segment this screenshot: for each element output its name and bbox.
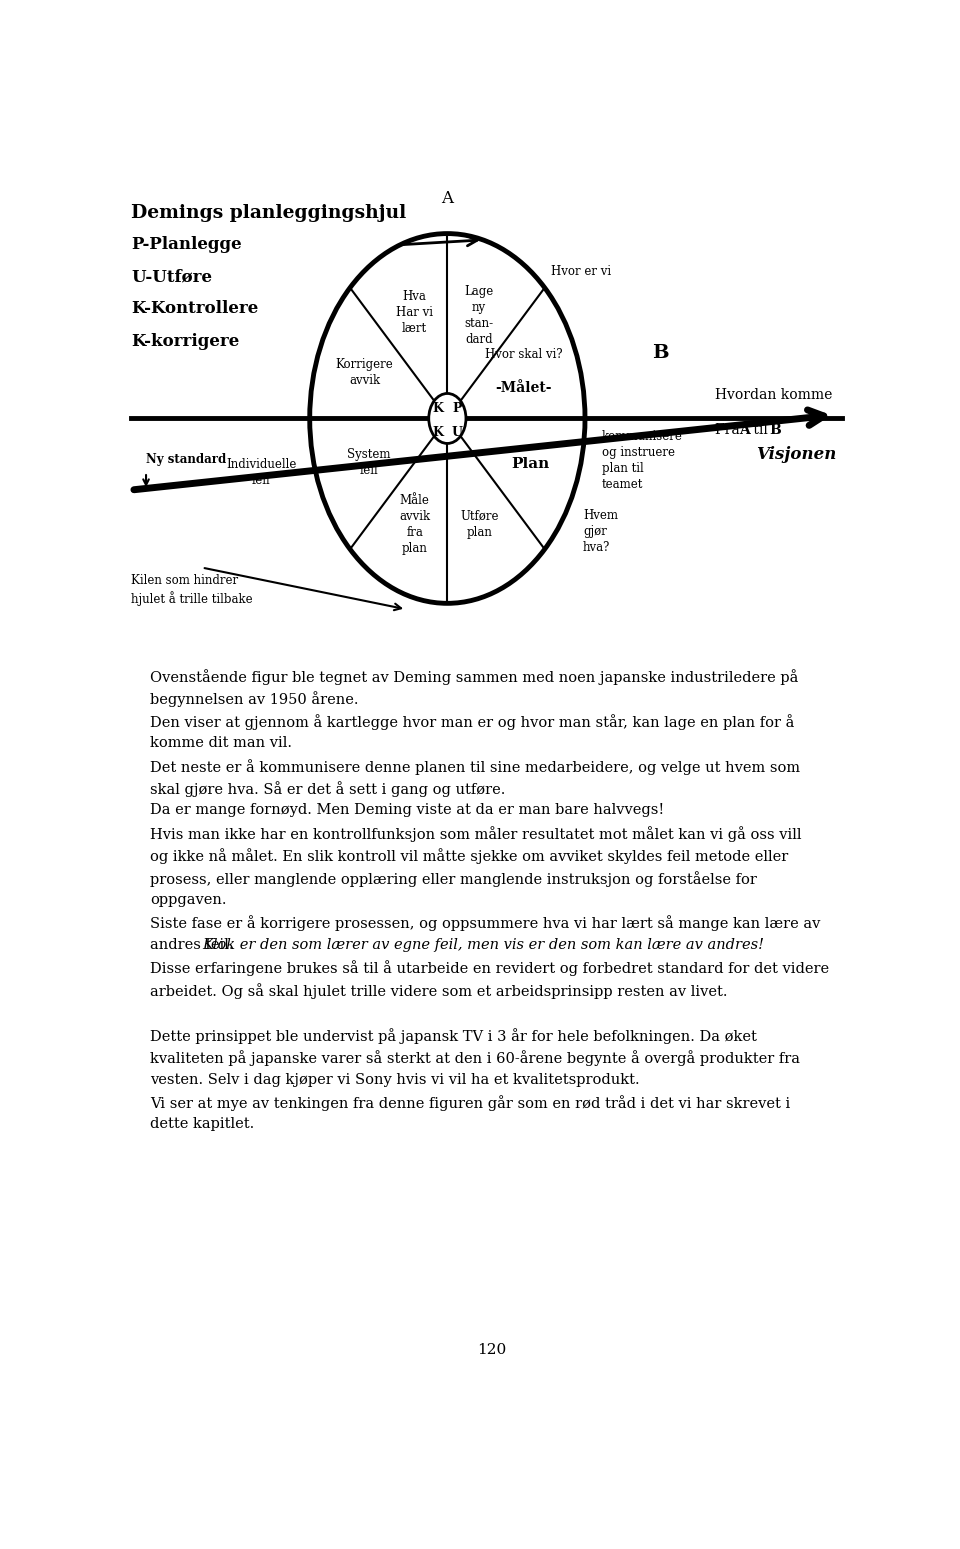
Text: K: K [432,403,444,415]
Text: K-Kontrollere: K-Kontrollere [132,301,258,318]
Text: U: U [451,426,463,440]
Text: vesten. Selv i dag kjøper vi Sony hvis vi vil ha et kvalitetsprodukt.: vesten. Selv i dag kjøper vi Sony hvis v… [150,1072,639,1086]
Text: oppgaven.: oppgaven. [150,894,227,908]
Text: P-Planlegge: P-Planlegge [132,235,242,252]
Text: Hvis man ikke har en kontrollfunksjon som måler resultatet mot målet kan vi gå o: Hvis man ikke har en kontrollfunksjon so… [150,826,802,841]
Text: Siste fase er å korrigere prosessen, og oppsummere hva vi har lært så mange kan : Siste fase er å korrigere prosessen, og … [150,915,820,931]
Text: Ovenstående figur ble tegnet av Deming sammen med noen japanske industriledere p: Ovenstående figur ble tegnet av Deming s… [150,669,798,685]
Text: 120: 120 [477,1343,507,1357]
Text: begynnelsen av 1950 årene.: begynnelsen av 1950 årene. [150,691,358,708]
Text: B: B [652,344,668,362]
Text: kvaliteten på japanske varer så sterkt at den i 60-årene begynte å overgå produk: kvaliteten på japanske varer så sterkt a… [150,1050,800,1066]
Text: komme dit man vil.: komme dit man vil. [150,736,292,750]
Text: Den viser at gjennom å kartlegge hvor man er og hvor man står, kan lage en plan : Den viser at gjennom å kartlegge hvor ma… [150,714,794,730]
Text: Utføre
plan: Utføre plan [461,510,499,539]
Text: -Målet-: -Målet- [495,381,552,395]
Text: Visjonen: Visjonen [756,446,836,463]
Text: U-Utføre: U-Utføre [132,268,212,285]
Ellipse shape [429,393,466,443]
Text: System
feil: System feil [347,448,391,477]
Text: Plan: Plan [511,457,549,471]
Text: K: K [432,426,444,440]
Text: Da er mange fornøyd. Men Deming viste at da er man bare halvvegs!: Da er mange fornøyd. Men Deming viste at… [150,804,664,818]
Text: Hva
Har vi
lært: Hva Har vi lært [396,290,433,335]
Text: prosess, eller manglende opplæring eller manglende instruksjon og forståelse for: prosess, eller manglende opplæring eller… [150,871,756,886]
Text: Kilen som hindrer
hjulet å trille tilbake: Kilen som hindrer hjulet å trille tilbak… [132,573,252,606]
Text: til: til [749,423,772,437]
Text: Hvor er vi: Hvor er vi [551,265,611,279]
Text: arbeidet. Og så skal hjulet trille videre som et arbeidsprinsipp resten av livet: arbeidet. Og så skal hjulet trille vider… [150,984,728,999]
Text: andres feil.: andres feil. [150,939,238,953]
Text: K-korrigere: K-korrigere [132,333,239,350]
Text: Måle
avvik
fra
plan: Måle avvik fra plan [399,494,430,555]
Text: Hvor skal vi?: Hvor skal vi? [485,349,563,361]
Text: A: A [739,423,750,437]
Text: Fra: Fra [715,423,744,437]
Text: Klok er den som lærer av egne feil, men vis er den som kan lære av andres!: Klok er den som lærer av egne feil, men … [203,939,764,953]
Text: Korrigere
avvik: Korrigere avvik [336,358,394,387]
Text: Dette prinsippet ble undervist på japansk TV i 3 år for hele befolkningen. Da øk: Dette prinsippet ble undervist på japans… [150,1027,756,1044]
Text: kommunisere
og instruere
plan til
teamet: kommunisere og instruere plan til teamet [602,429,683,491]
Text: Lage
ny
stan-
dard: Lage ny stan- dard [465,285,493,347]
Text: P: P [452,403,462,415]
Text: og ikke nå målet. En slik kontroll vil måtte sjekke om avviket skyldes feil meto: og ikke nå målet. En slik kontroll vil m… [150,849,788,864]
Text: A: A [442,191,453,208]
Text: Individuelle
feil: Individuelle feil [227,457,297,486]
Text: Det neste er å kommunisere denne planen til sine medarbeidere, og velge ut hvem : Det neste er å kommunisere denne planen … [150,759,800,774]
Text: dette kapitlet.: dette kapitlet. [150,1117,254,1131]
Text: skal gjøre hva. Så er det å sett i gang og utføre.: skal gjøre hva. Så er det å sett i gang … [150,781,505,796]
Text: B: B [770,423,781,437]
Text: Ny standard: Ny standard [146,454,227,466]
Text: Hvordan komme: Hvordan komme [715,387,832,401]
Text: Disse erfaringene brukes så til å utarbeide en revidert og forbedret standard fo: Disse erfaringene brukes så til å utarbe… [150,960,828,976]
Text: Demings planleggingshjul: Demings planleggingshjul [132,204,406,222]
Text: Hvem
gjør
hva?: Hvem gjør hva? [583,510,618,555]
Text: Vi ser at mye av tenkingen fra denne figuren går som en rød tråd i det vi har sk: Vi ser at mye av tenkingen fra denne fig… [150,1095,790,1111]
